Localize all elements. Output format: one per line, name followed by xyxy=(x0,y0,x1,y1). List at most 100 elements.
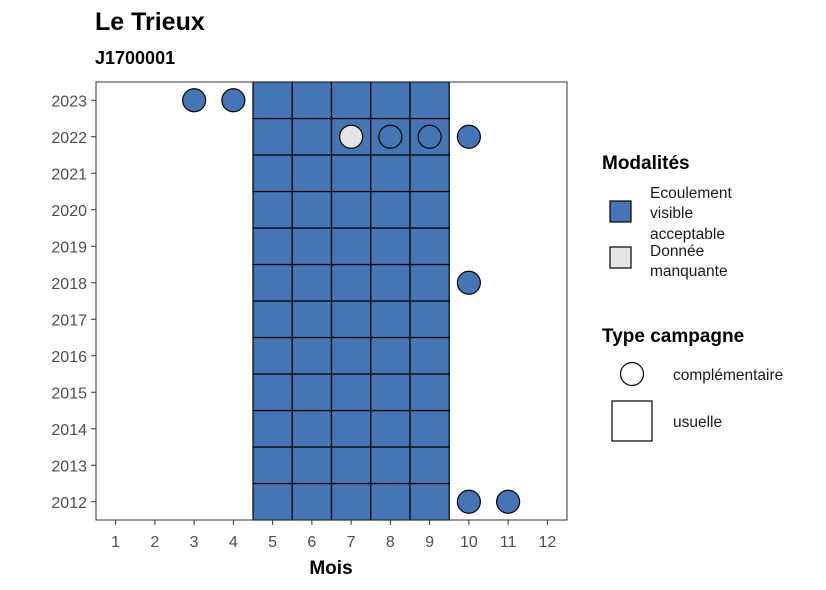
cell-2016-7 xyxy=(330,336,372,375)
x-tick-label-6: 6 xyxy=(307,534,316,551)
cell-2019-8 xyxy=(370,227,411,266)
cell-2017-6 xyxy=(291,300,333,339)
cell-2018-8 xyxy=(370,263,411,302)
x-tick-label-1: 1 xyxy=(111,534,120,551)
y-tick-label-2022: 2022 xyxy=(51,130,87,147)
point-2022-8 xyxy=(378,124,403,149)
panel-border xyxy=(95,81,568,521)
complementaire-points xyxy=(182,88,521,514)
cell-2020-8 xyxy=(370,190,411,229)
cell-2021-7 xyxy=(330,154,372,193)
cell-2015-7 xyxy=(330,373,372,412)
legend-title-modalites: Modalités xyxy=(602,153,690,174)
cell-2019-5 xyxy=(252,227,293,266)
y-tick-label-2017: 2017 xyxy=(51,312,87,329)
cell-2012-9 xyxy=(409,482,450,521)
cell-2021-8 xyxy=(370,154,411,193)
cell-2022-6 xyxy=(291,117,333,156)
point-2023-3 xyxy=(182,88,207,113)
legend-key-square xyxy=(611,400,653,442)
cell-2023-9 xyxy=(409,81,450,120)
chart-title: Le Trieux xyxy=(95,8,205,36)
cell-2017-5 xyxy=(252,300,293,339)
legend-key-manquante xyxy=(609,246,632,269)
cell-2020-6 xyxy=(291,190,333,229)
point-2018-10 xyxy=(456,270,481,295)
cell-2017-7 xyxy=(330,300,372,339)
x-tick-label-8: 8 xyxy=(386,534,395,551)
legend-title-type-campagne: Type campagne xyxy=(602,326,744,347)
point-2022-9 xyxy=(417,124,442,149)
cell-2023-6 xyxy=(291,81,333,120)
point-2022-10 xyxy=(456,124,481,149)
legend-label-ecoulement-2: acceptable xyxy=(650,226,725,243)
cell-2022-5 xyxy=(252,117,293,156)
legend-label-circle: complémentaire xyxy=(673,367,783,384)
y-tick-label-2023: 2023 xyxy=(51,93,87,110)
cell-2013-6 xyxy=(291,446,333,485)
point-2023-4 xyxy=(221,88,246,113)
y-tick-label-2013: 2013 xyxy=(51,458,87,475)
cell-2013-8 xyxy=(370,446,411,485)
cell-2014-9 xyxy=(409,409,450,448)
cell-2018-7 xyxy=(330,263,372,302)
y-tick-label-2018: 2018 xyxy=(51,276,87,293)
y-tick-label-2016: 2016 xyxy=(51,349,87,366)
point-2012-11 xyxy=(496,489,521,514)
cell-2012-5 xyxy=(252,482,293,521)
y-tick-label-2019: 2019 xyxy=(51,239,87,256)
legend-label-square: usuelle xyxy=(673,414,722,431)
cell-2019-6 xyxy=(291,227,333,266)
cell-2016-8 xyxy=(370,336,411,375)
y-tick-label-2021: 2021 xyxy=(51,166,87,183)
cell-2015-9 xyxy=(409,373,450,412)
cell-2023-8 xyxy=(370,81,411,120)
x-tick-label-3: 3 xyxy=(190,534,199,551)
cell-2013-7 xyxy=(330,446,372,485)
cell-2014-6 xyxy=(291,409,333,448)
y-tick-label-2014: 2014 xyxy=(51,422,87,439)
cell-2021-5 xyxy=(252,154,293,193)
cell-2016-9 xyxy=(409,336,450,375)
cell-2019-7 xyxy=(330,227,372,266)
cell-2021-6 xyxy=(291,154,333,193)
cell-2020-9 xyxy=(409,190,450,229)
cell-2017-9 xyxy=(409,300,450,339)
cell-2020-5 xyxy=(252,190,293,229)
x-axis: 1 2 3 4 5 6 7 8 9 10 11 12 xyxy=(111,520,556,551)
x-tick-label-2: 2 xyxy=(150,534,159,551)
x-tick-label-7: 7 xyxy=(347,534,356,551)
y-tick-label-2012: 2012 xyxy=(51,495,87,512)
cell-2018-5 xyxy=(252,263,293,302)
cell-2020-7 xyxy=(330,190,372,229)
cell-2014-5 xyxy=(252,409,293,448)
x-tick-label-11: 11 xyxy=(500,534,517,551)
cell-2016-5 xyxy=(252,336,293,375)
legend-key-circle xyxy=(619,361,645,387)
x-tick-label-12: 12 xyxy=(538,534,556,551)
y-tick-label-2015: 2015 xyxy=(51,385,87,402)
usuelle-cells xyxy=(252,81,450,521)
legend-label-ecoulement-0: Ecoulement xyxy=(650,185,733,202)
cell-2014-7 xyxy=(330,409,372,448)
legend-type-campagne: complémentaire usuelle xyxy=(611,361,783,442)
legend-label-manquante-1: manquante xyxy=(650,263,728,280)
cell-2014-8 xyxy=(370,409,411,448)
cell-2017-8 xyxy=(370,300,411,339)
legend-label-ecoulement-1: visible xyxy=(650,205,693,222)
cell-2013-5 xyxy=(252,446,293,485)
cell-2012-6 xyxy=(291,482,333,521)
cell-2016-6 xyxy=(291,336,333,375)
cell-2023-7 xyxy=(330,81,372,120)
legend-label-manquante-0: Donnée xyxy=(650,243,704,260)
y-axis: 2012 2013 2014 2015 2016 2017 2018 2019 2020 2021… xyxy=(51,93,96,512)
cell-2015-6 xyxy=(291,373,333,412)
cell-2018-6 xyxy=(291,263,333,302)
cell-2019-9 xyxy=(409,227,450,266)
legend: Modalités Ecoulement visible acceptableDon… xyxy=(602,153,783,442)
x-tick-label-4: 4 xyxy=(229,534,238,551)
x-tick-label-5: 5 xyxy=(268,534,277,551)
cell-2015-8 xyxy=(370,373,411,412)
